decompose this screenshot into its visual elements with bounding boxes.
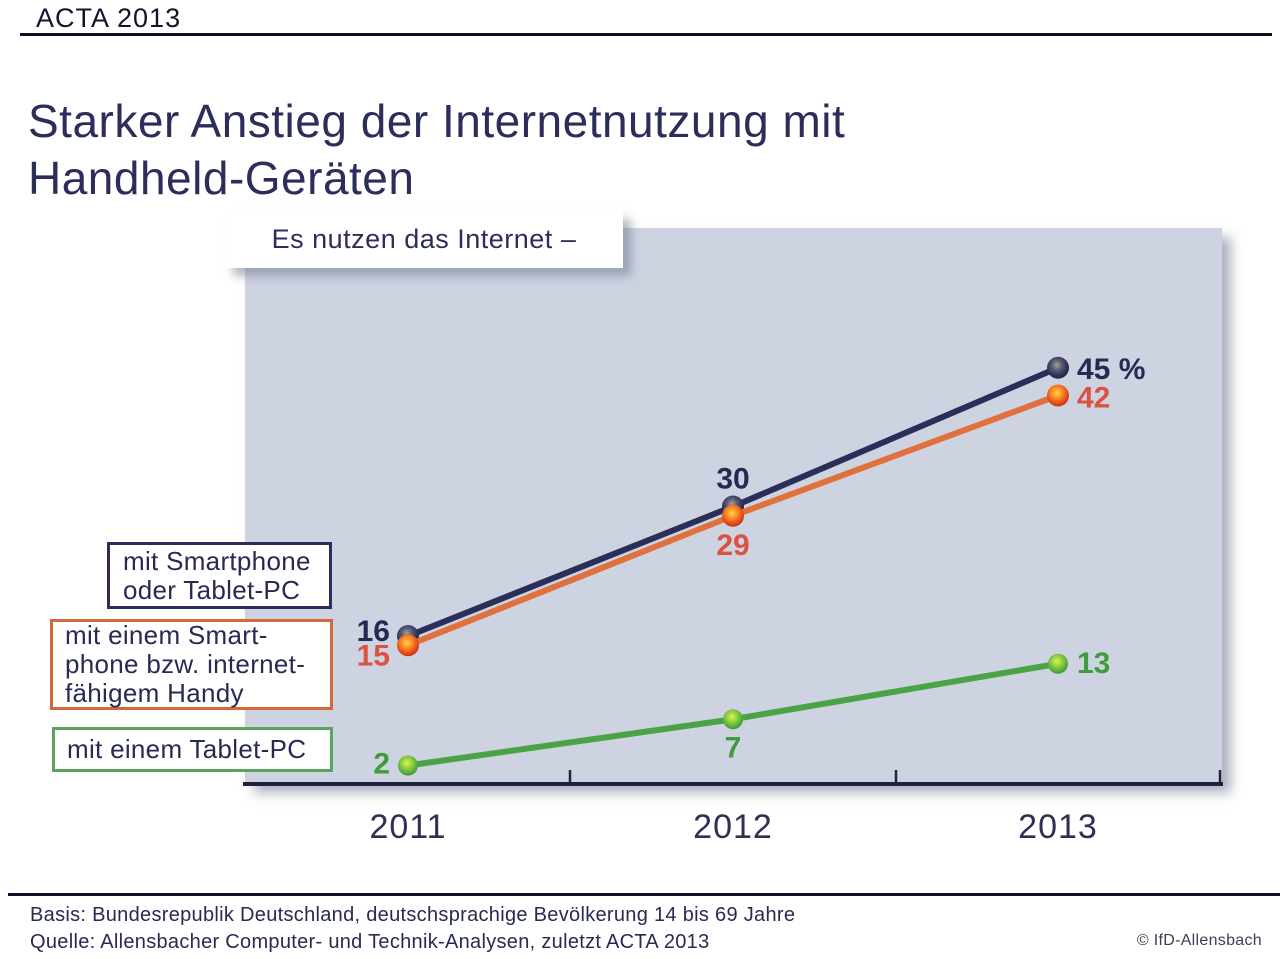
legend-label: mit Smartphone oder Tablet-PC bbox=[123, 545, 311, 605]
chart-annotation-text: Es nutzen das Internet – bbox=[271, 224, 577, 254]
page-title: Starker Anstieg der Internetnutzung mit … bbox=[28, 94, 846, 204]
header-divider bbox=[20, 33, 1272, 36]
x-axis-label-2013: 2013 bbox=[1018, 808, 1098, 846]
legend-smartphone-or-tablet: mit Smartphone oder Tablet-PC bbox=[107, 542, 332, 609]
x-axis-label-2011: 2011 bbox=[369, 808, 447, 846]
x-axis-label-2012: 2012 bbox=[693, 808, 773, 846]
report-label: ACTA 2013 bbox=[36, 3, 182, 33]
copyright-note: © IfD-Allensbach bbox=[1136, 932, 1262, 949]
footer-divider bbox=[8, 893, 1280, 896]
legend-label: mit einem Tablet-PC bbox=[67, 734, 307, 764]
legend-label: mit einem Smart- phone bzw. internet- fä… bbox=[65, 620, 306, 708]
chart-annotation-box: Es nutzen das Internet – bbox=[225, 211, 623, 268]
legend-tablet-pc: mit einem Tablet-PC bbox=[52, 727, 333, 772]
legend-smartphone-handy: mit einem Smart- phone bzw. internet- fä… bbox=[50, 619, 333, 710]
basis-note: Basis: Bundesrepublik Deutschland, deuts… bbox=[30, 904, 796, 926]
source-note: Quelle: Allensbacher Computer- und Techn… bbox=[30, 931, 710, 953]
chart-plot-area bbox=[245, 228, 1222, 784]
footer-notes: Basis: Bundesrepublik Deutschland, deuts… bbox=[30, 902, 795, 956]
